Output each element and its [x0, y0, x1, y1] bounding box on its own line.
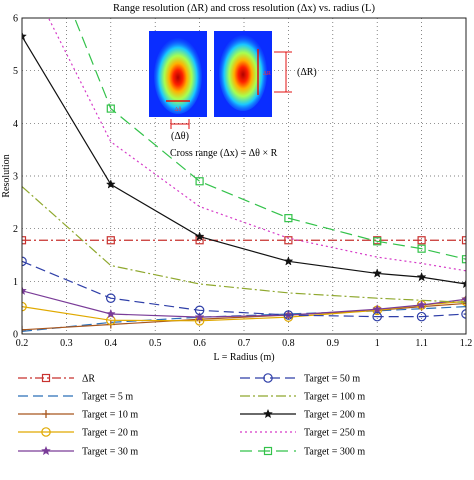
legend-label-5: Target = 50 m	[304, 374, 360, 385]
chart-title: Range resolution (ΔR) and cross resoluti…	[113, 3, 375, 14]
y-tick-label: 5	[13, 66, 18, 77]
x-tick-label: 0.6	[193, 338, 206, 349]
series-0-point	[417, 236, 426, 245]
x-tick-label: 1.2	[460, 338, 473, 349]
series-5-point	[416, 311, 427, 322]
series-7-point	[194, 231, 205, 241]
series-3-point	[22, 301, 27, 312]
plot-frame	[21, 17, 467, 335]
series-line-6	[22, 186, 466, 303]
inset-heatmap-right: ΔR	[214, 31, 272, 117]
legend-marker-4	[41, 445, 51, 456]
series-9-point	[461, 255, 466, 264]
series-4-point	[22, 285, 27, 296]
inset-heatmap-left: Δθ	[149, 31, 207, 117]
series-4-point	[105, 308, 116, 319]
y-tick-label: 4	[13, 119, 18, 130]
legend-marker-0	[41, 373, 51, 383]
series-line-3	[22, 300, 466, 322]
tick-labels: 0.2 0.3 0.4 0.5 0.6 0.7 0.8 0.9 1 1.1 1.2 0 1 2 3 4 5 6	[13, 14, 472, 350]
legend-label-9: Target = 300 m	[304, 447, 365, 458]
legend: ΔR Target = 5 m Target = 10 m Target = 20 m…	[18, 373, 365, 458]
y-tick-label: 6	[13, 14, 18, 25]
series-5-point	[22, 256, 27, 267]
series-0-point	[284, 236, 293, 245]
legend-label-8: Target = 250 m	[304, 428, 365, 439]
x-tick-label: 0.2	[16, 338, 29, 349]
y-tick-label: 0	[13, 330, 18, 341]
y-axis-label: Resolution	[1, 154, 12, 197]
series-9-point	[106, 104, 115, 113]
legend-label-7: Target = 200 m	[304, 410, 365, 421]
series-4-point	[461, 294, 466, 304]
delta-r-bracket	[274, 51, 292, 93]
y-tick-label: 1	[13, 277, 18, 288]
series-0-point	[461, 236, 466, 245]
series-0-point	[106, 236, 115, 245]
series-2-point	[462, 299, 466, 308]
delta-theta-bracket	[170, 119, 190, 129]
inset-delta-theta-small: Δθ	[175, 107, 182, 113]
series-9-point	[195, 177, 204, 186]
series-7-point	[22, 31, 27, 41]
inset-delta-r-small: ΔR	[263, 71, 271, 77]
x-tick-label: 1	[375, 338, 380, 349]
x-tick-label: 0.7	[238, 338, 251, 349]
series-5-point	[106, 293, 116, 303]
delta-r-label: (ΔR)	[297, 67, 317, 78]
y-tick-label: 2	[13, 224, 18, 235]
series-7-point	[372, 268, 383, 278]
legend-label-4: Target = 30 m	[82, 447, 138, 458]
x-tick-label: 1.1	[415, 338, 428, 349]
series-9-point	[417, 244, 426, 253]
series-9-point	[284, 214, 293, 223]
legend-marker-2	[42, 410, 50, 418]
series-line-8	[47, 18, 466, 272]
legend-label-0: ΔR	[82, 374, 95, 385]
legend-marker-3	[41, 427, 51, 437]
series-4-point	[194, 311, 205, 322]
series-9-point	[373, 237, 382, 246]
series-0-point	[22, 236, 27, 245]
x-tick-label: 0.5	[149, 338, 162, 349]
delta-theta-label: (Δθ)	[171, 131, 189, 142]
legend-label-1: Target = 5 m	[82, 392, 133, 403]
x-axis-label: L = Radius (m)	[213, 352, 274, 363]
series-line-9	[73, 18, 466, 260]
legend-label-2: Target = 10 m	[82, 410, 138, 421]
x-tick-label: 0.9	[327, 338, 340, 349]
series-7-point	[105, 179, 116, 189]
series-4-point	[416, 299, 427, 310]
series-7-point	[416, 271, 427, 282]
series-7-point	[283, 256, 294, 266]
legend-marker-5	[263, 373, 273, 383]
y-tick-label: 3	[13, 172, 18, 183]
series-4-point	[372, 304, 383, 314]
legend-marker-9	[263, 446, 273, 456]
cross-range-annotation: Cross range (Δx) = Δθ × R	[170, 148, 278, 159]
series-5-point	[283, 310, 294, 320]
series-5-point	[194, 305, 205, 316]
series-7-point	[461, 278, 466, 289]
x-tick-label: 0.3	[60, 338, 73, 349]
legend-label-3: Target = 20 m	[82, 428, 138, 439]
series-5-point	[372, 311, 382, 322]
legend-marker-7	[263, 408, 273, 419]
series-2-point	[22, 325, 26, 334]
series-line-5	[22, 260, 466, 318]
legend-label-6: Target = 100 m	[304, 392, 365, 403]
x-tick-label: 0.4	[105, 338, 118, 349]
series-layer	[22, 18, 466, 334]
x-tick-label: 0.8	[282, 338, 295, 349]
